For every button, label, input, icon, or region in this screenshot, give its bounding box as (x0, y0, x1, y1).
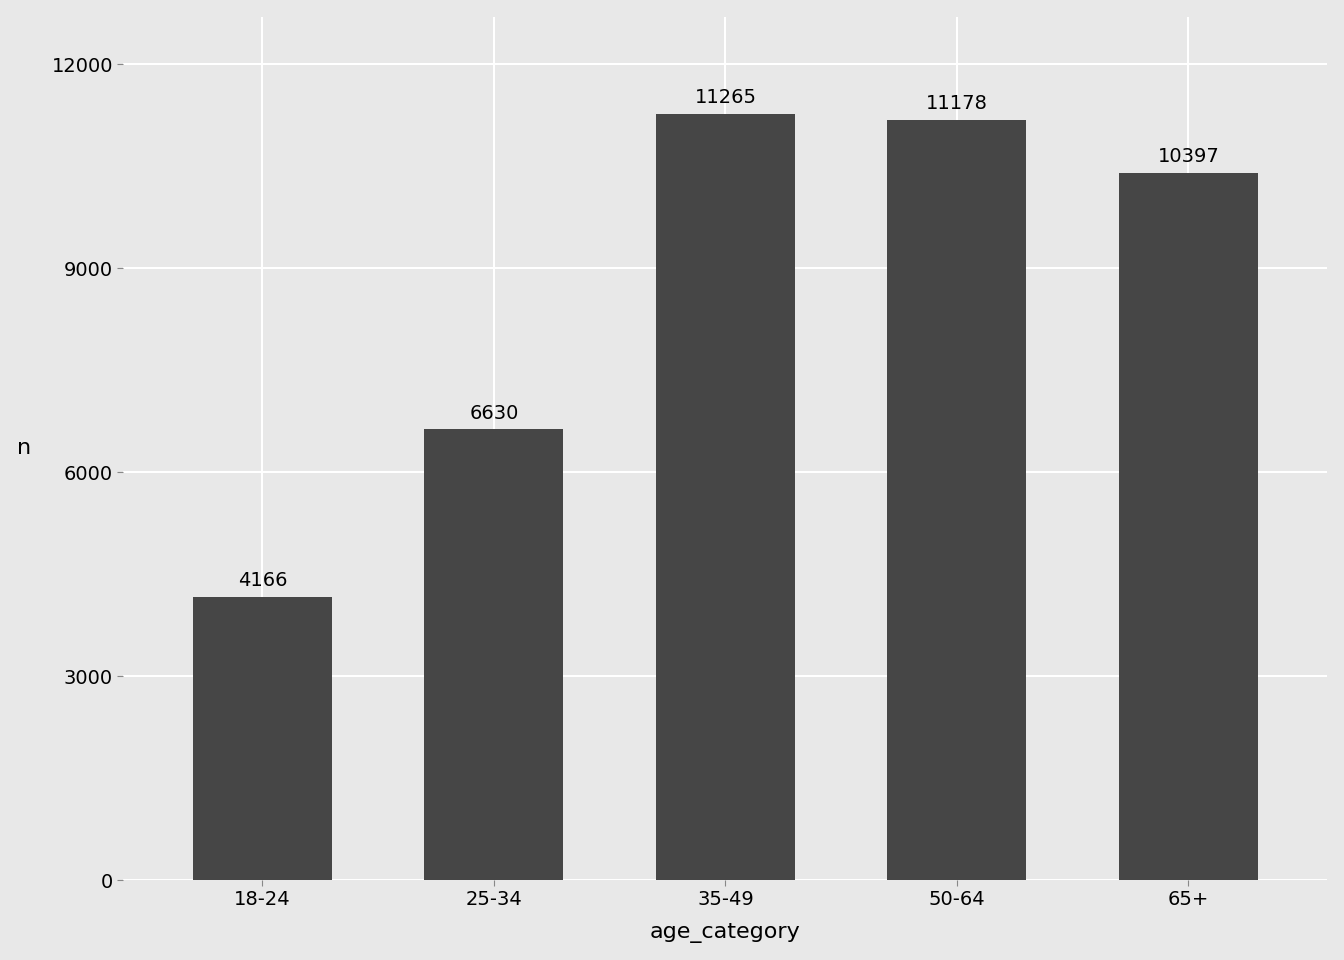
Text: 11178: 11178 (926, 94, 988, 113)
Bar (887, 120, 1027, 880)
Bar (425, 429, 563, 880)
Bar (656, 114, 794, 880)
Bar (194, 597, 332, 880)
Text: 6630: 6630 (469, 403, 519, 422)
Text: 4166: 4166 (238, 571, 288, 590)
Text: 10397: 10397 (1157, 148, 1219, 166)
Y-axis label: n: n (16, 439, 31, 458)
X-axis label: age_category: age_category (650, 924, 801, 944)
Bar (1120, 173, 1258, 880)
Text: 11265: 11265 (695, 88, 757, 108)
